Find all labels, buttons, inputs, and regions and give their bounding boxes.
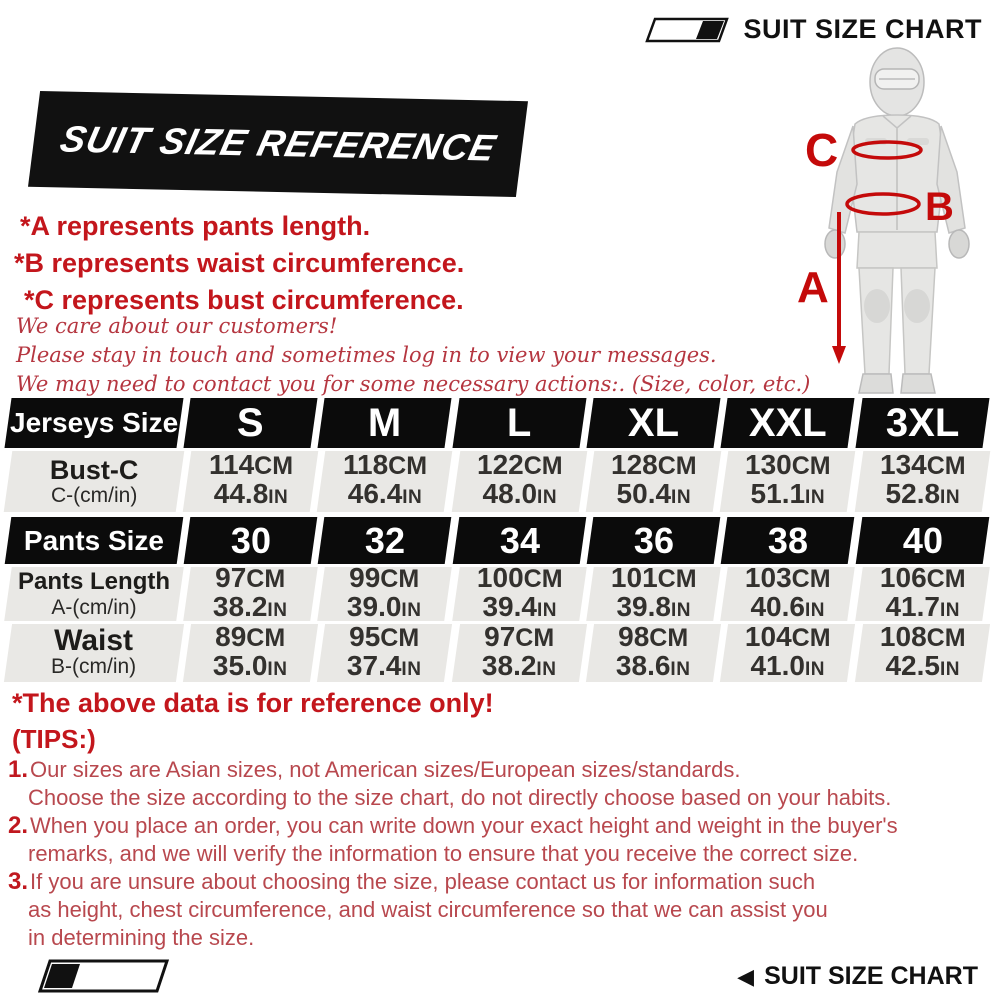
figure-label-c: C bbox=[805, 124, 838, 176]
pants-length-value-cell: 100CM 39.4IN bbox=[451, 562, 587, 622]
pants-header-label-cell: Pants Size bbox=[4, 517, 184, 564]
tip-3-number: 3. bbox=[8, 868, 29, 895]
size-header-cell: L bbox=[452, 398, 587, 448]
pants-length-value-cell: 97CM 38.2IN bbox=[183, 562, 319, 622]
tips-heading: (TIPS:) bbox=[12, 724, 96, 754]
bust-measure-ellipse bbox=[851, 140, 923, 160]
bottom-right-title: SUIT SIZE CHART bbox=[764, 962, 978, 990]
size-header-cell: XXL bbox=[720, 398, 856, 448]
pants-size-header-cell: 34 bbox=[452, 517, 587, 564]
boot-left bbox=[858, 373, 894, 394]
tip-3-line-3: in determining the size. bbox=[28, 925, 255, 950]
waist-value-cell: 89CM 35.0IN bbox=[182, 621, 319, 682]
bottom-tag-bar-icon bbox=[36, 958, 170, 999]
measurement-legend: *A represents pants length. *B represent… bbox=[14, 208, 464, 319]
pants-size-header-cell: 30 bbox=[183, 517, 318, 564]
pants-length-label-cell: Pants Length A-(cm/in) bbox=[4, 567, 184, 621]
bust-row: Bust-C C-(cm/in) 114CM 44.8IN 118CM 46.4… bbox=[3, 449, 991, 512]
legend-line-b: *B represents waist circumference. bbox=[14, 248, 465, 278]
jerseys-size-table: Jerseys Size S M L XL XXL 3XL Bust-C C-(… bbox=[3, 398, 991, 512]
waist-row: Waist B-(cm/in) 89CM 35.0IN 95CM 37.4IN … bbox=[3, 621, 991, 682]
waist-value-cell: 108CM 42.5IN bbox=[854, 621, 991, 682]
bust-value-cell: 114CM 44.8IN bbox=[182, 449, 319, 512]
jerseys-header-label-cell: Jerseys Size bbox=[4, 398, 184, 448]
figure-label-b: B bbox=[925, 185, 954, 229]
left-triangle-icon: ◀ bbox=[737, 963, 755, 989]
bust-value-cell: 134CM 52.8IN bbox=[854, 449, 991, 512]
note-line-3: We may need to contact you for some nece… bbox=[16, 372, 811, 396]
title-banner: SUIT SIZE REFERENCE bbox=[28, 91, 528, 197]
waist-label-cell: Waist B-(cm/in) bbox=[3, 624, 185, 682]
waist-value-cell: 95CM 37.4IN bbox=[317, 621, 453, 682]
tip-2-line-2: remarks, and we will verify the informat… bbox=[28, 841, 859, 866]
note-line-1: We care about our customers! bbox=[16, 314, 338, 338]
pants-length-value-cell: 99CM 39.0IN bbox=[317, 562, 453, 622]
pants-length-value-cell: 101CM 39.8IN bbox=[586, 562, 722, 622]
glove-right bbox=[948, 229, 970, 259]
bust-value-cell: 118CM 46.4IN bbox=[317, 449, 453, 512]
jerseys-header-row: Jerseys Size S M L XL XXL 3XL bbox=[4, 398, 990, 448]
size-header-cell: XL bbox=[586, 398, 721, 448]
tip-1-line-1: 1.Our sizes are Asian sizes, not America… bbox=[8, 756, 741, 783]
legend-line-c: *C represents bust circumference. bbox=[24, 285, 464, 315]
size-header-cell: 3XL bbox=[855, 398, 990, 448]
legend-line-a: *A represents pants length. bbox=[20, 211, 371, 241]
pants-size-table: Pants Size 30 32 34 36 38 40 Pants Lengt… bbox=[3, 517, 991, 682]
waist-value-cell: 97CM 38.2IN bbox=[451, 621, 588, 682]
size-header-cell: M bbox=[317, 398, 453, 448]
tip-2-line-1: 2.When you place an order, you can write… bbox=[8, 812, 898, 839]
tip-1-number: 1. bbox=[8, 756, 29, 783]
pants-header-row: Pants Size 30 32 34 36 38 40 bbox=[4, 517, 990, 564]
bust-row-label-cell: Bust-C C-(cm/in) bbox=[3, 451, 185, 512]
bottom-right-label: ◀ SUIT SIZE CHART bbox=[737, 962, 978, 991]
pants-size-header-cell: 36 bbox=[586, 517, 721, 564]
top-right-title: SUIT SIZE CHART bbox=[743, 14, 982, 44]
pants-length-row: Pants Length A-(cm/in) 97CM 38.2IN 99CM … bbox=[4, 562, 990, 622]
pants-length-value-cell: 103CM 40.6IN bbox=[720, 562, 856, 622]
waist-value-cell: 98CM 38.6IN bbox=[585, 621, 722, 682]
tag-bar-icon bbox=[645, 17, 730, 42]
tip-2-number: 2. bbox=[8, 812, 29, 839]
tip-3-line-1: 3.If you are unsure about choosing the s… bbox=[8, 868, 816, 895]
figure-label-a: A bbox=[797, 263, 829, 312]
pants-size-header-cell: 32 bbox=[318, 517, 452, 564]
suit-figure: C B A bbox=[795, 42, 1000, 397]
tips-list: 1.Our sizes are Asian sizes, not America… bbox=[8, 756, 992, 952]
tip-3-line-2: as height, chest circumference, and wais… bbox=[28, 897, 828, 922]
note-line-2: Please stay in touch and sometimes log i… bbox=[16, 343, 717, 367]
reference-disclaimer: *The above data is for reference only! bbox=[12, 688, 494, 718]
bust-value-cell: 128CM 50.4IN bbox=[585, 449, 722, 512]
top-right-header: SUIT SIZE CHART bbox=[643, 14, 982, 45]
waist-value-cell: 104CM 41.0IN bbox=[720, 621, 856, 682]
size-header-cell: S bbox=[183, 398, 318, 448]
glove-left bbox=[824, 229, 846, 259]
suit-figure-drawing: C B A bbox=[797, 47, 970, 394]
pants bbox=[856, 231, 938, 269]
boot-right bbox=[900, 373, 936, 394]
pants-size-header-cell: 38 bbox=[721, 517, 855, 564]
pants-length-value-cell: 106CM 41.7IN bbox=[854, 562, 990, 622]
customer-notes: We care about our customers! Please stay… bbox=[16, 312, 810, 399]
pants-size-header-cell: 40 bbox=[855, 517, 990, 564]
waist-measure-ellipse bbox=[845, 192, 921, 216]
page-title: SUIT SIZE REFERENCE bbox=[56, 118, 500, 169]
bust-value-cell: 122CM 48.0IN bbox=[451, 449, 588, 512]
bust-value-cell: 130CM 51.1IN bbox=[720, 449, 856, 512]
tip-1-line-2: Choose the size according to the size ch… bbox=[28, 785, 892, 810]
